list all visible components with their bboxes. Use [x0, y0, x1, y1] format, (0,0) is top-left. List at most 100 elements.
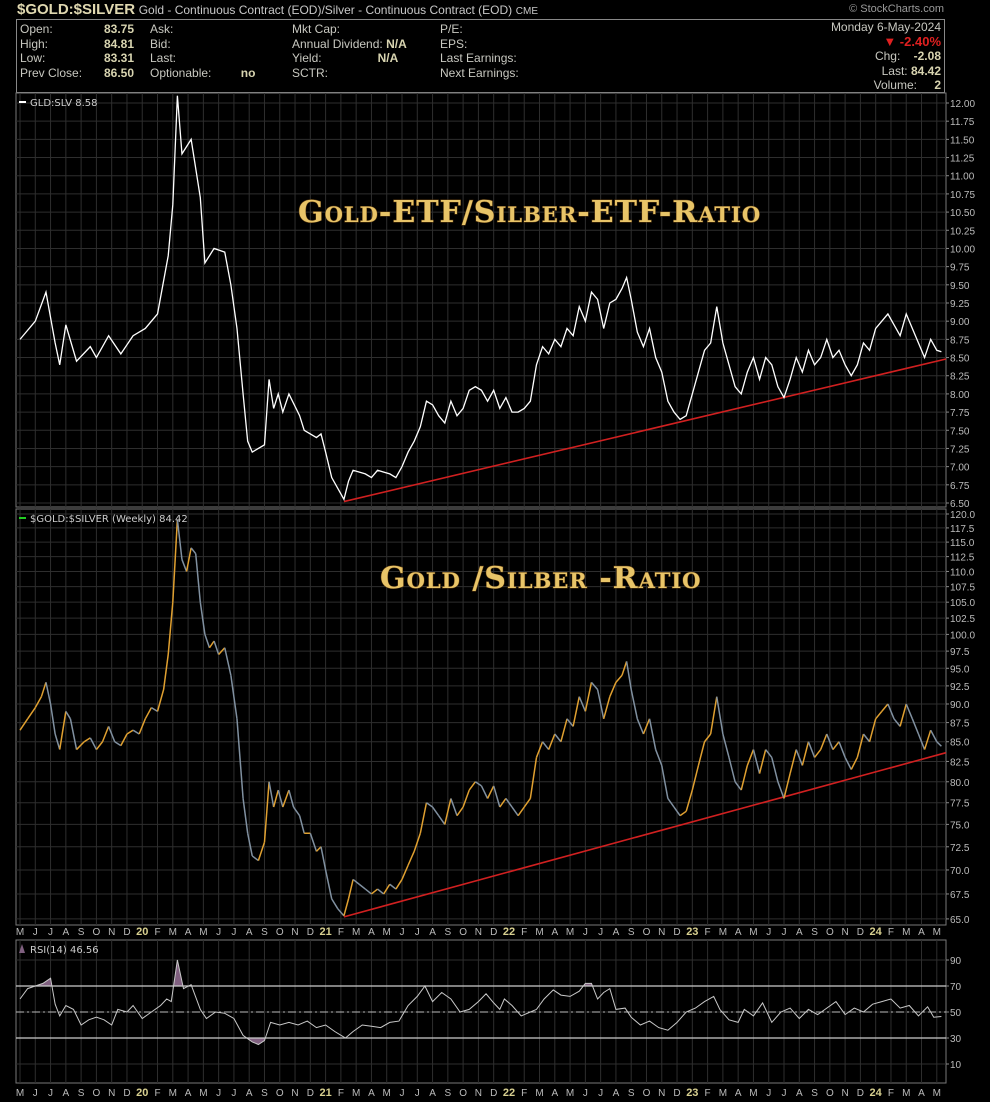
- ratio-line-segment: [69, 718, 78, 750]
- y-tick-label: 97.5: [950, 647, 970, 658]
- x-tick-label: F: [888, 927, 894, 938]
- date: Monday 6-May-2024: [830, 20, 941, 34]
- ratio-line-segment: [204, 634, 211, 648]
- panel-frame: [15, 92, 947, 508]
- ratio-line-segment: [648, 718, 657, 750]
- x-tick-label: F: [521, 1088, 527, 1099]
- y-tick-label: 10.75: [950, 190, 975, 201]
- overlay-title: Gold-ETF/Silber-ETF-Ratio: [298, 195, 761, 230]
- x-tick-label: N: [842, 1088, 849, 1099]
- ratio-line-segment: [272, 789, 279, 808]
- x-tick-label: O: [276, 927, 284, 938]
- ratio-line-segment: [771, 757, 779, 782]
- x-tick-label: M: [902, 927, 910, 938]
- ratio-line-segment: [722, 733, 730, 758]
- ohlc-values: 83.75 84.81 83.31 86.50: [86, 22, 134, 80]
- legend-label: RSI(14) 46.56: [30, 945, 99, 956]
- ratio-line-segment: [377, 888, 385, 895]
- ratio-line-segment: [114, 741, 122, 747]
- x-tick-label: N: [658, 927, 665, 938]
- ratio-line-segment: [49, 703, 56, 735]
- x-tick-label: N: [475, 1088, 482, 1099]
- ohlc-labels: Open: High: Low: Prev Close:: [20, 22, 82, 80]
- y-tick-label: 117.5: [950, 524, 975, 535]
- rsi-oversold-fill: [20, 1038, 942, 1045]
- x-tick-label: D: [123, 1088, 130, 1099]
- y-tick-label: 7.25: [950, 444, 970, 455]
- ratio-line-segment: [320, 846, 327, 871]
- x-tick-label: F: [154, 1088, 160, 1099]
- y-tick-label: 30: [950, 1034, 962, 1045]
- x-tick-label: 20: [136, 1087, 148, 1099]
- ratio-line-segment: [560, 718, 568, 742]
- ratio-line-segment: [850, 757, 859, 770]
- x-tick-label: M: [199, 927, 207, 938]
- ratio-line-segment: [511, 806, 519, 817]
- ratio-line-segment: [679, 810, 687, 817]
- x-tick-label: S: [811, 1088, 818, 1099]
- x-tick-label: N: [291, 927, 298, 938]
- y-tick-label: 10.25: [950, 226, 975, 237]
- earnings: P/E: EPS: Last Earnings: Next Earnings:: [440, 22, 519, 80]
- x-tick-label: A: [796, 1088, 803, 1099]
- x-tick-label: A: [185, 1088, 192, 1099]
- ratio-line-segment: [752, 749, 761, 774]
- ratio-line-segment: [630, 689, 639, 719]
- x-tick-label: M: [383, 927, 391, 938]
- gld-slv-line: [19, 95, 942, 502]
- ratio-line-segment: [95, 741, 104, 751]
- x-tick-label: A: [735, 1088, 742, 1099]
- rsi-line: [19, 959, 942, 1046]
- rsi-legend-icon: [19, 944, 25, 953]
- y-tick-label: 11.00: [950, 172, 975, 183]
- ratio-line-segment: [673, 806, 681, 817]
- x-tick-label: 23: [686, 926, 698, 938]
- ratio-line-segment: [199, 602, 206, 635]
- ratio-line-segment: [765, 749, 773, 758]
- panel-2: 120.0 117.5 115.0 112.5 110.0 107.5 105.0 102.5…: [15, 508, 975, 926]
- high-value: 84.81: [103, 36, 134, 51]
- x-tick-label: F: [338, 1088, 344, 1099]
- x-tick-label: J: [33, 1088, 38, 1099]
- x-tick-label: 21: [319, 926, 331, 938]
- ratio-line-segment: [899, 703, 907, 727]
- y-tick-label: 102.5: [950, 614, 975, 625]
- y-tick-label: 105.0: [950, 598, 975, 609]
- y-tick-label: 90: [950, 956, 962, 967]
- x-tick-label: 21: [319, 1087, 331, 1099]
- chg-label: Chg:: [874, 49, 901, 63]
- high-label: High:: [20, 36, 49, 51]
- x-tick-label: F: [154, 927, 160, 938]
- percent-change: ▼ -2.40%: [883, 33, 941, 49]
- trendline: [343, 358, 947, 503]
- y-tick-label: 115.0: [950, 538, 975, 549]
- ratio-line-segment: [364, 888, 372, 895]
- ratio-line-segment: [826, 733, 834, 750]
- yield-value: N/A: [377, 51, 399, 65]
- ratio-line-segment: [917, 733, 926, 750]
- open-value: 83.75: [103, 22, 134, 36]
- ratio-line-segment: [444, 798, 452, 825]
- ratio-line-segment: [881, 703, 889, 712]
- y-tick-label: 70: [950, 982, 962, 993]
- last-earnings-label: Last Earnings:: [440, 51, 517, 65]
- x-tick-label: S: [445, 927, 452, 938]
- ratio-line-segment: [331, 898, 339, 910]
- ratio-line-segment: [40, 682, 47, 697]
- ratio-line-segment: [801, 741, 810, 766]
- x-tick-label: D: [673, 1088, 680, 1099]
- x-tick-label: M: [352, 927, 360, 938]
- ratio-line-segment: [144, 707, 153, 720]
- x-tick-label: A: [429, 927, 436, 938]
- ratio-line-segment: [185, 547, 192, 572]
- ratio-line-segment: [167, 602, 174, 655]
- ratio-line-segment: [208, 640, 215, 649]
- ratio-line-segment: [257, 842, 266, 861]
- ratio-line-segment: [401, 864, 409, 880]
- x-tick-label: A: [429, 1088, 436, 1099]
- y-tick-label: 11.25: [950, 154, 975, 165]
- legend-label: $GOLD:$SILVER (Weekly) 84.42: [30, 514, 188, 525]
- ratio-line-segment: [107, 726, 116, 743]
- ratio-line-segment: [462, 789, 470, 808]
- symbol: $GOLD:$SILVER: [17, 1, 136, 18]
